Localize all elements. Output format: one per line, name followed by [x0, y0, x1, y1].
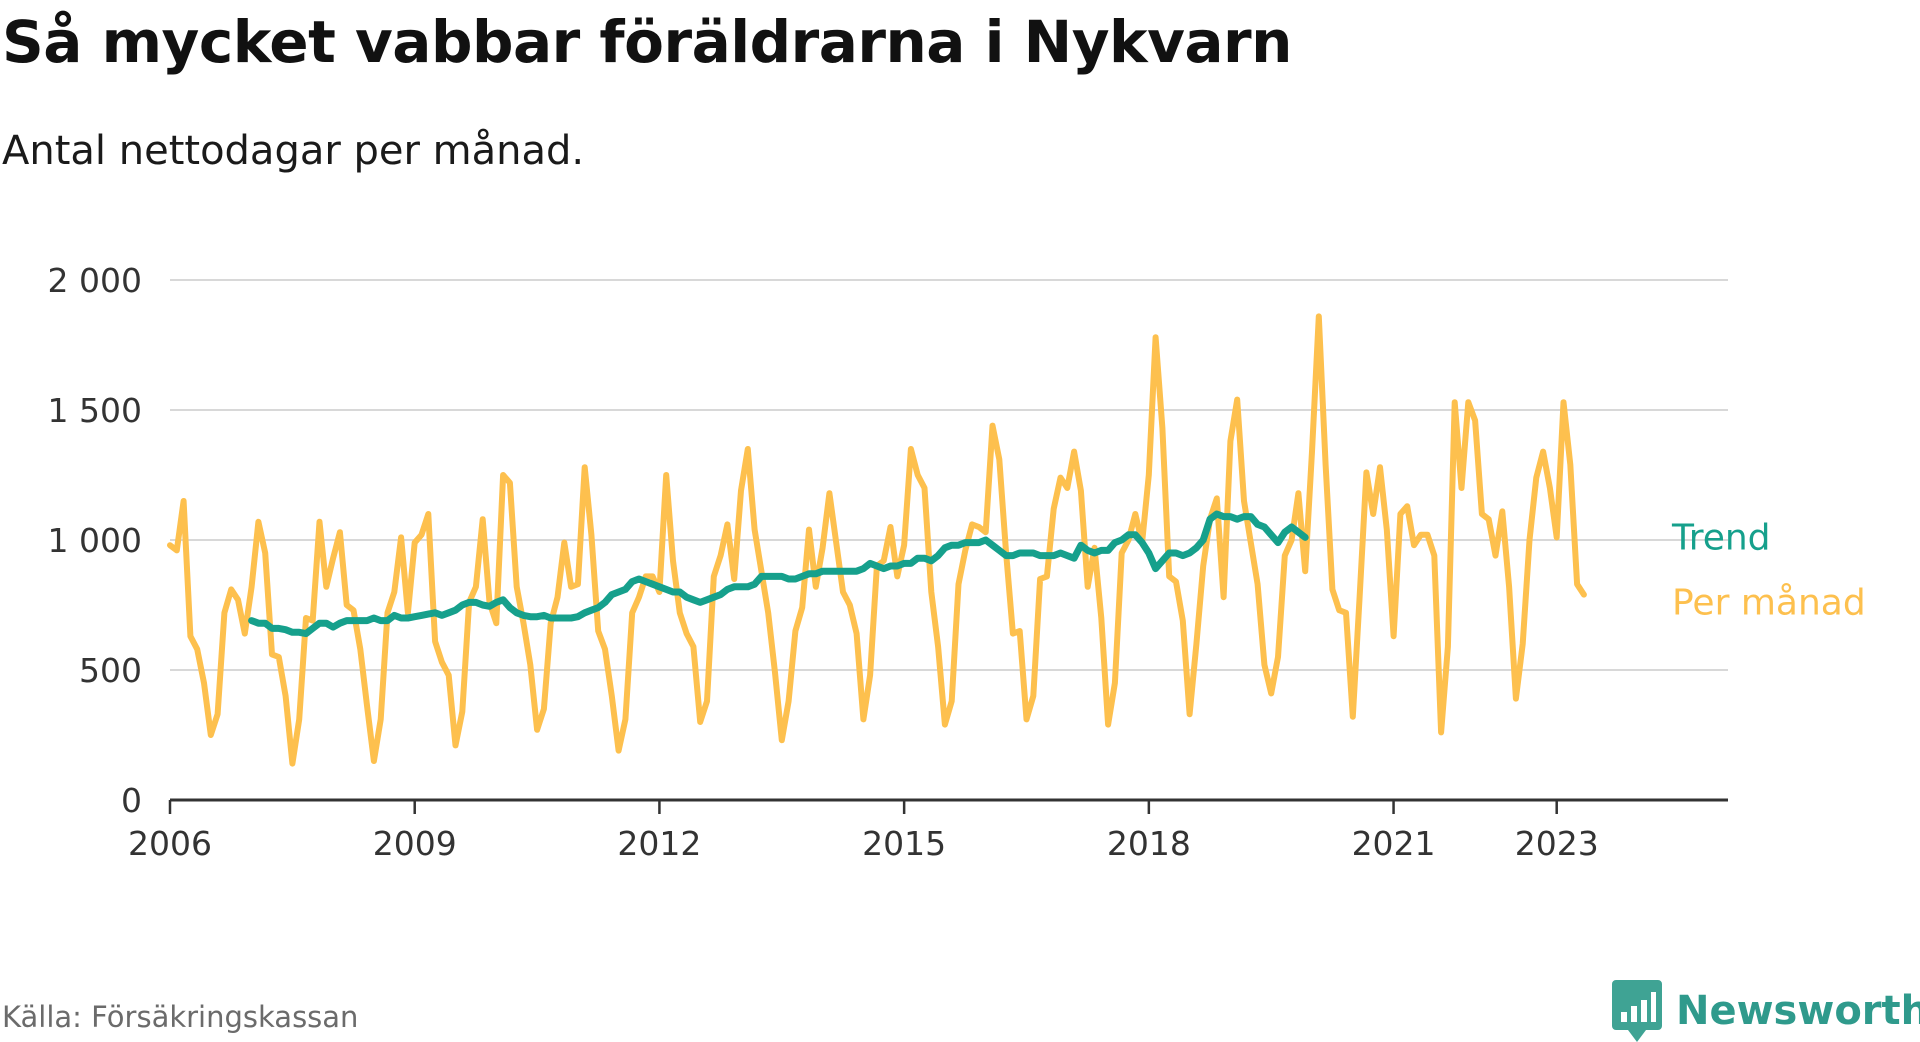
chart-title: Så mycket vabbar föräldrarna i Nykvarn: [2, 8, 1292, 76]
monthly-label: Per månad: [1672, 583, 1866, 624]
series-lines: [167, 313, 1587, 767]
y-tick-label: 1 500: [48, 391, 142, 430]
brand-logo: Newsworthy: [1612, 980, 1920, 1042]
x-tick-label: 2006: [128, 824, 212, 863]
line-chart: 0 500 1 000 1 500 2 000 2006 2009 2012 2015 2018…: [48, 261, 1866, 863]
x-tick-label: 2023: [1515, 824, 1599, 863]
brand-name: Newsworthy: [1676, 988, 1920, 1034]
x-tick-label: 2009: [373, 824, 457, 863]
x-axis: 2006 2009 2012 2015 2018 2021 2023: [128, 798, 1728, 863]
series-labels: Per månad Trend: [1671, 517, 1866, 623]
trend-line: [248, 510, 1309, 638]
x-tick-label: 2021: [1352, 824, 1436, 863]
y-tick-label: 500: [79, 651, 142, 690]
trend-label: Trend: [1671, 517, 1771, 558]
source-note: Källa: Försäkringskassan: [2, 1000, 359, 1034]
y-tick-label: 1 000: [48, 521, 142, 560]
x-tick-label: 2018: [1107, 824, 1191, 863]
y-tick-label: 0: [121, 781, 142, 820]
x-tick-label: 2012: [617, 824, 701, 863]
x-tick-label: 2015: [862, 824, 946, 863]
y-tick-label: 2 000: [48, 261, 142, 300]
chart-subtitle: Antal nettodagar per månad.: [2, 128, 585, 174]
newsworthy-chart-bubble-icon: [1612, 980, 1662, 1042]
